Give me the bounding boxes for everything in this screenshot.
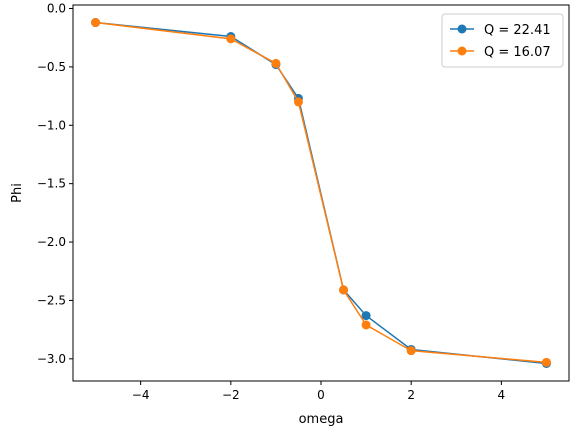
y-tick-label: 0.0: [47, 2, 66, 16]
y-tick-label: −3.0: [37, 352, 66, 366]
series-2-point: [294, 97, 303, 106]
series-2-point: [407, 346, 416, 355]
x-tick-label: 2: [407, 388, 415, 402]
y-tick-label: −0.5: [37, 60, 66, 74]
x-axis-label: omega: [299, 412, 344, 427]
plot-area: [91, 18, 551, 368]
series-2-point: [271, 59, 280, 68]
series-2-point: [542, 358, 551, 367]
x-tick-label: −2: [222, 388, 240, 402]
series-2-point: [339, 285, 348, 294]
legend-label: Q = 22.41: [484, 23, 551, 38]
series-2-point: [362, 320, 371, 329]
x-axis-ticks: −4 −2 0 2 4: [132, 381, 505, 402]
legend: Q = 22.41 Q = 16.07: [442, 14, 563, 67]
y-axis-label: Phi: [10, 183, 25, 203]
y-axis-ticks: 0.0 −0.5 −1.0 −1.5 −2.0 −2.5 −3.0: [37, 2, 73, 366]
series-2-point: [91, 18, 100, 27]
legend-swatch-marker: [458, 47, 467, 56]
x-tick-label: 4: [498, 388, 506, 402]
x-tick-label: 0: [317, 388, 325, 402]
legend-swatch-marker: [458, 25, 467, 34]
y-tick-label: −1.0: [37, 118, 66, 132]
y-tick-label: −2.0: [37, 235, 66, 249]
x-tick-label: −4: [132, 388, 150, 402]
series-2-point: [226, 34, 235, 43]
y-tick-label: −2.5: [37, 293, 66, 307]
y-tick-label: −1.5: [37, 177, 66, 191]
legend-label: Q = 16.07: [484, 45, 551, 60]
